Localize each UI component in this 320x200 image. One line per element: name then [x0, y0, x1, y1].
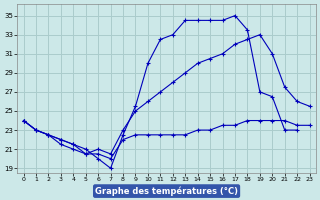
X-axis label: Graphe des températures (°C): Graphe des températures (°C) — [95, 186, 238, 196]
